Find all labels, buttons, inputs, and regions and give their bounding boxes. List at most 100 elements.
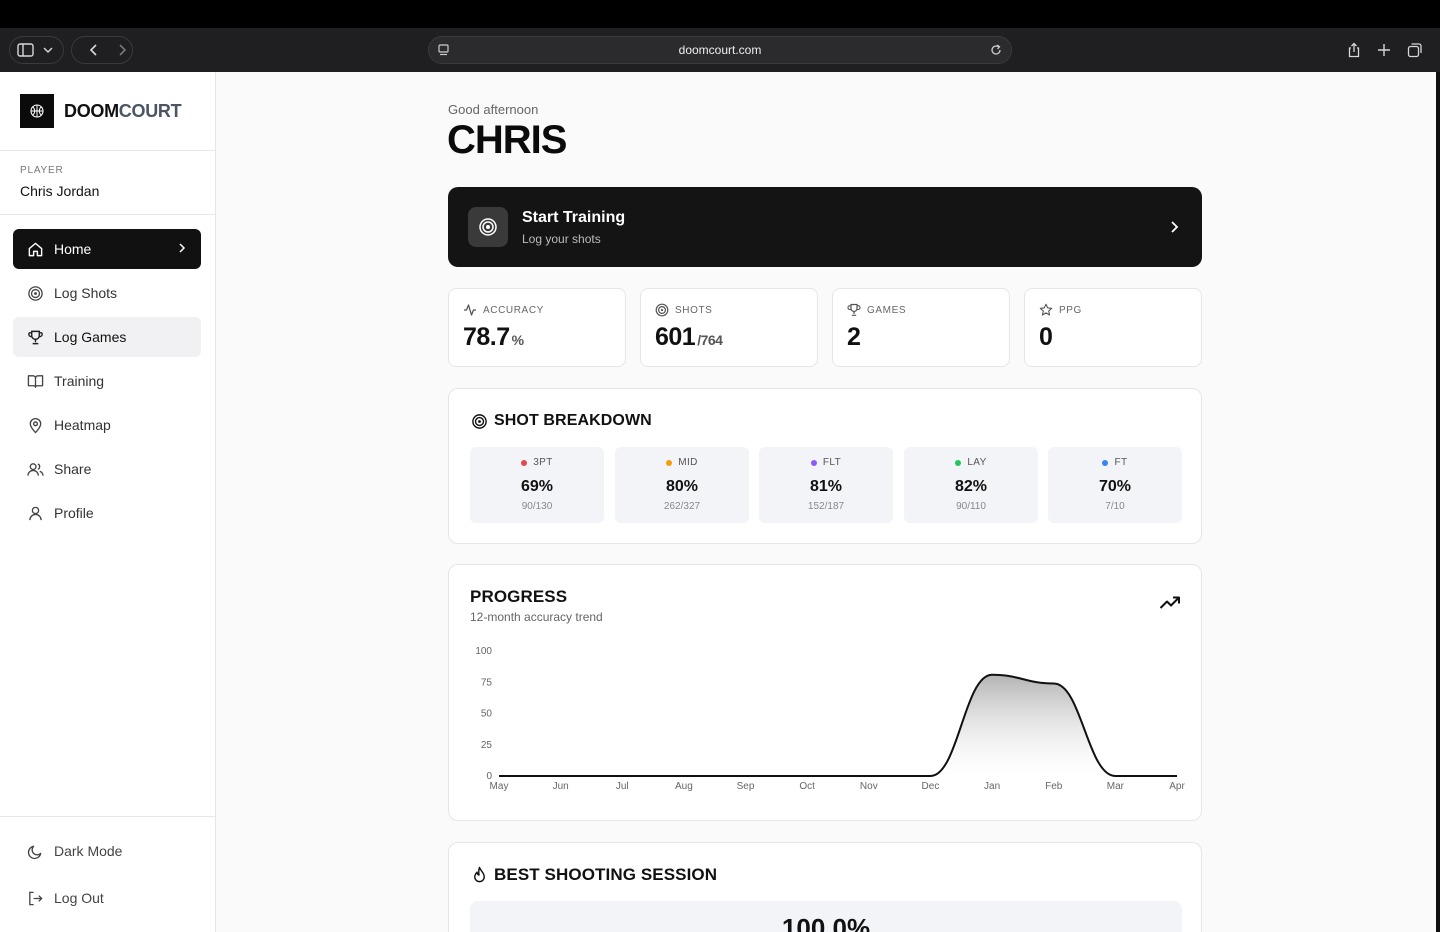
zone-label: FLT	[822, 457, 842, 468]
sidebar-item-label: Heatmap	[54, 417, 111, 433]
brand-logo[interactable]: DOOMCOURT	[20, 94, 182, 128]
best-session-card: 100.0%	[470, 901, 1182, 932]
basketball-icon	[30, 104, 44, 118]
log-out-label: Log Out	[54, 890, 104, 906]
best-session-panel: BEST SHOOTING SESSION 100.0%	[448, 842, 1202, 932]
x-tick-label: Sep	[737, 781, 755, 792]
target-icon	[468, 207, 508, 247]
sidebar-item-heatmap[interactable]: Heatmap	[13, 405, 201, 445]
book-icon	[26, 372, 44, 390]
greeting-text: Good afternoon	[448, 102, 539, 117]
x-tick-label: May	[490, 781, 509, 792]
sidebar-item-label: Log Shots	[54, 285, 118, 301]
zone-card-flt: FLT 81% 152/187	[759, 447, 893, 523]
tab-overview-button[interactable]	[1401, 36, 1429, 64]
zone-percent: 82%	[954, 478, 988, 495]
stat-value: 601	[655, 323, 696, 351]
star-icon	[1039, 303, 1053, 317]
log-out-button[interactable]: Log Out	[26, 889, 104, 907]
accuracy-trend-chart: 0 25 50 75 100 May Jun Jul Aug Sep Oct Nov Dec Jan Fe…	[475, 646, 1185, 792]
shot-breakdown-panel: SHOT BREAKDOWN 3PT 69% 90/130 MID 80% 26…	[448, 388, 1202, 544]
scrollbar[interactable]	[1436, 72, 1440, 932]
stat-label: PPG	[1059, 304, 1082, 316]
sidebar-divider	[0, 150, 215, 151]
share-button[interactable]	[1340, 36, 1368, 64]
player-name: Chris Jordan	[20, 183, 100, 199]
y-tick-label: 75	[481, 677, 493, 688]
stat-value: 78.7	[463, 323, 510, 351]
sidebar-item-log-shots[interactable]: Log Shots	[13, 273, 201, 313]
zone-ratio: 90/110	[956, 501, 986, 512]
users-icon	[26, 460, 44, 478]
sidebar-item-label: Profile	[54, 505, 94, 521]
app-window: DOOMCOURT PLAYER Chris Jordan Home Log S…	[0, 72, 1436, 932]
back-icon[interactable]	[89, 44, 97, 56]
x-tick-label: Oct	[799, 781, 815, 792]
home-icon	[26, 240, 44, 258]
start-training-button[interactable]: Start Training Log your shots	[448, 187, 1202, 267]
target-icon	[470, 412, 488, 430]
url-text: doomcourt.com	[678, 43, 762, 57]
zone-ratio: 152/187	[807, 501, 845, 512]
x-tick-label: Jul	[616, 781, 629, 792]
series-line	[499, 673, 1177, 777]
y-tick-label: 100	[475, 646, 492, 657]
map-pin-icon	[26, 416, 44, 434]
sidebar-item-training[interactable]: Training	[13, 361, 201, 401]
sidebar-item-label: Share	[54, 461, 92, 477]
target-icon	[26, 284, 44, 302]
zone-card-mid: MID 80% 262/327	[615, 447, 749, 523]
y-tick-label: 25	[481, 740, 493, 751]
share-icon	[1348, 42, 1360, 58]
dark-mode-toggle[interactable]: Dark Mode	[26, 842, 122, 860]
stat-card-accuracy: ACCURACY 78.7%	[448, 288, 626, 367]
new-tab-button[interactable]	[1370, 36, 1398, 64]
zone-color-dot	[1102, 459, 1109, 466]
sidebar-divider	[0, 214, 215, 215]
log-out-icon	[26, 889, 44, 907]
start-training-title: Start Training	[522, 209, 626, 226]
trophy-icon	[26, 328, 44, 346]
x-tick-label: Jun	[553, 781, 569, 792]
zone-card-ft: FT 70% 7/10	[1048, 447, 1182, 523]
trending-up-icon	[1159, 596, 1180, 609]
sidebar-item-home[interactable]: Home	[13, 229, 201, 269]
x-tick-label: Nov	[860, 781, 878, 792]
zone-percent: 69%	[520, 478, 554, 495]
stat-card-ppg: PPG 0	[1024, 288, 1202, 367]
series-area	[499, 674, 1177, 776]
brand-name: DOOMCOURT	[64, 100, 182, 121]
start-training-subtitle: Log your shots	[522, 232, 601, 246]
stat-unit: %	[511, 332, 524, 348]
forward-icon[interactable]	[119, 44, 127, 56]
reload-icon[interactable]	[989, 43, 1003, 57]
browser-toolbar: doomcourt.com	[0, 28, 1440, 72]
zone-color-dot	[666, 459, 673, 466]
x-tick-label: Apr	[1169, 781, 1185, 792]
zone-ratio: 90/130	[521, 501, 553, 512]
sidebar: DOOMCOURT PLAYER Chris Jordan Home Log S…	[0, 72, 216, 932]
stat-label: ACCURACY	[483, 304, 544, 316]
plus-icon	[1378, 44, 1390, 56]
x-tick-label: Jan	[984, 781, 1000, 792]
zone-card-lay: LAY 82% 90/110	[904, 447, 1038, 523]
logo-mark	[20, 94, 54, 128]
zone-color-dot	[521, 459, 528, 466]
zone-percent: 70%	[1098, 478, 1132, 495]
page-settings-icon[interactable]	[437, 43, 451, 57]
zone-color-dot	[955, 459, 962, 466]
tabs-icon	[1407, 43, 1422, 58]
sidebar-item-share[interactable]: Share	[13, 449, 201, 489]
address-bar[interactable]: doomcourt.com	[428, 36, 1012, 64]
sidebar-toggle-button[interactable]	[9, 36, 64, 64]
activity-icon	[463, 303, 477, 317]
sidebar-item-profile[interactable]: Profile	[13, 493, 201, 533]
stat-card-shots: SHOTS 601/764	[640, 288, 818, 367]
moon-icon	[26, 842, 44, 860]
panel-title: PROGRESS	[470, 587, 568, 606]
sidebar-item-log-games[interactable]: Log Games	[13, 317, 201, 357]
stat-card-games: GAMES 2	[832, 288, 1010, 367]
best-session-value: 100.0%	[781, 913, 871, 932]
y-tick-label: 50	[481, 709, 493, 720]
x-tick-label: Feb	[1045, 781, 1063, 792]
